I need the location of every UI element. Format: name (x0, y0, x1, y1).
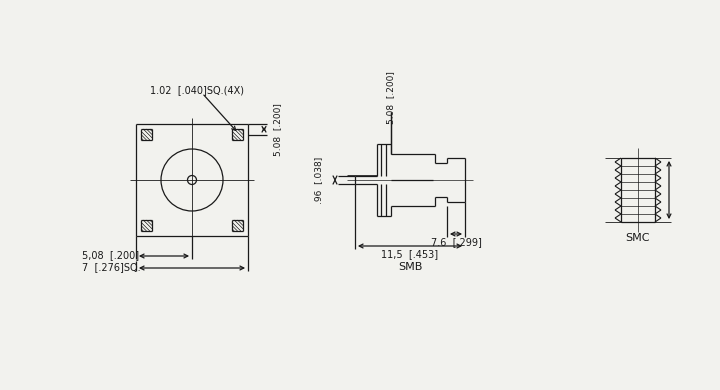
Text: 5.08  [.200]: 5.08 [.200] (387, 71, 395, 124)
Text: SMC: SMC (626, 233, 650, 243)
Text: 7.6  [.299]: 7.6 [.299] (431, 237, 482, 247)
Text: 7  [.276]SQ.: 7 [.276]SQ. (82, 262, 140, 272)
Text: .96  [.038]: .96 [.038] (315, 156, 323, 204)
Text: 11,5  [.453]: 11,5 [.453] (382, 249, 438, 259)
Text: SMB: SMB (398, 262, 422, 272)
Text: 5.08  [.200]: 5.08 [.200] (274, 103, 282, 156)
Text: 5,08  [.200]: 5,08 [.200] (82, 250, 139, 260)
Text: 1.02  [.040]SQ.(4X): 1.02 [.040]SQ.(4X) (150, 85, 244, 95)
